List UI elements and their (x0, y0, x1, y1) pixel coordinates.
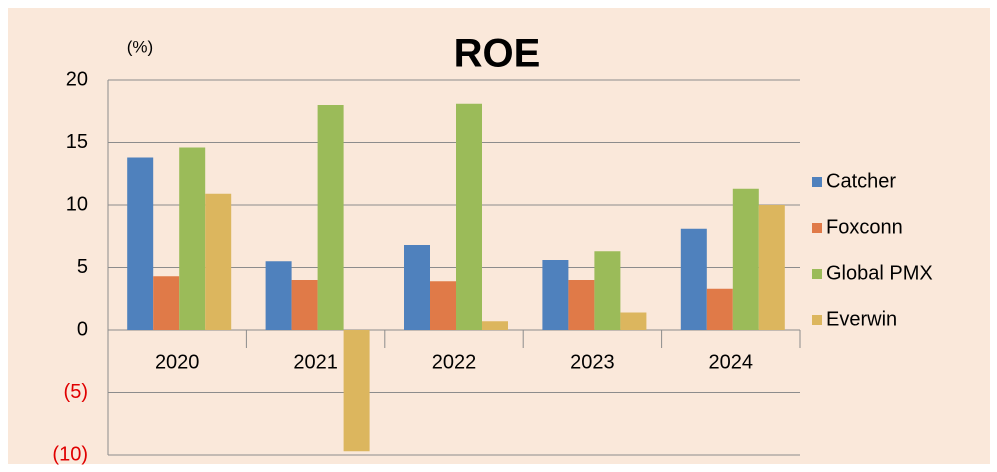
bar (758, 205, 785, 330)
y-tick-label: 20 (66, 68, 88, 90)
legend-swatch (812, 315, 822, 325)
bar (732, 188, 759, 330)
bar (680, 228, 707, 330)
x-tick-label: 2022 (432, 351, 477, 373)
legend-label: Everwin (826, 308, 897, 330)
y-tick-label: (10) (52, 443, 88, 465)
y-tick-label: 0 (77, 318, 88, 340)
bar (542, 260, 569, 330)
legend-label: Global PMX (826, 262, 933, 284)
x-tick-label: 2021 (293, 351, 338, 373)
bar (343, 330, 370, 452)
y-tick-label: 5 (77, 256, 88, 278)
x-tick-label: 2024 (709, 351, 754, 373)
x-tick-label: 2020 (155, 351, 200, 373)
bar (265, 261, 292, 330)
legend-label: Foxconn (826, 216, 903, 238)
bar (568, 280, 595, 330)
bar (153, 276, 180, 330)
bar (594, 251, 621, 330)
bar (430, 281, 456, 330)
legend-swatch (812, 177, 822, 187)
bar (127, 157, 154, 330)
y-tick-label: 15 (66, 131, 88, 153)
bar (317, 105, 344, 330)
chart-title: ROE (454, 32, 541, 76)
legend-label: Catcher (826, 170, 896, 192)
chart-background (8, 8, 990, 464)
legend-swatch (812, 223, 822, 233)
bar (404, 245, 430, 330)
bar (456, 103, 482, 330)
bar (620, 312, 647, 330)
x-tick-label: 2023 (570, 351, 615, 373)
y-unit-label: (%) (127, 37, 153, 56)
y-tick-label: 10 (66, 193, 88, 215)
bar (482, 321, 508, 330)
y-tick-label: (5) (64, 381, 88, 403)
bar (205, 193, 232, 330)
legend-swatch (812, 269, 822, 279)
bar (291, 280, 318, 330)
bar (179, 147, 206, 330)
bar (706, 288, 733, 330)
